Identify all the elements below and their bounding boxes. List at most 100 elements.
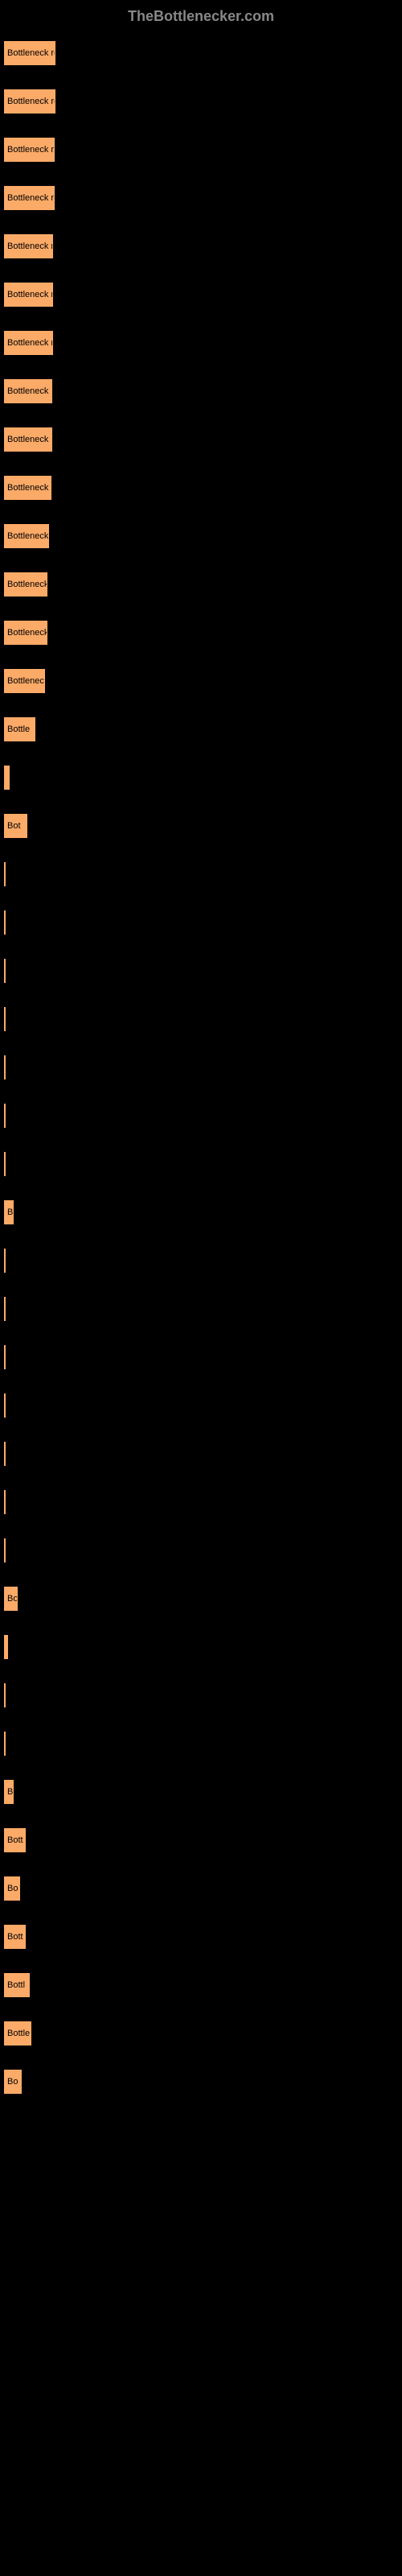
bar-label: Bottleneck r: [7, 483, 51, 493]
bar-row: Bottleneck: [4, 613, 398, 653]
bar-row: [4, 1482, 398, 1522]
bar-row: [4, 999, 398, 1039]
bar-label: Bo: [7, 2077, 18, 2087]
chart-bar: [4, 766, 10, 790]
bar-row: Bo: [4, 1579, 398, 1619]
chart-bar: Bot: [4, 814, 27, 838]
chart-bar: [4, 1297, 6, 1321]
bar-row: Bo: [4, 1868, 398, 1909]
chart-bar: [4, 910, 6, 935]
bar-label: Bottleneck re: [7, 193, 55, 203]
bar-row: Bottleneck res: [4, 33, 398, 73]
bar-row: Bottleneck r: [4, 468, 398, 508]
bar-row: Bottlenec: [4, 661, 398, 701]
bar-row: Bo: [4, 2062, 398, 2102]
chart-bar: [4, 1152, 6, 1176]
bar-row: Bott: [4, 1820, 398, 1860]
chart-bar: Bo: [4, 1587, 18, 1611]
bar-label: Bottleneck: [7, 531, 48, 541]
chart-bar: [4, 1007, 6, 1031]
bar-row: Bottleneck re: [4, 371, 398, 411]
bar-label: Bottleneck re: [7, 145, 55, 155]
chart-bar: Bo: [4, 1876, 20, 1901]
chart-bar: [4, 1635, 8, 1659]
bar-label: Bott: [7, 1932, 23, 1942]
bar-row: [4, 1096, 398, 1136]
chart-bar: Bottl: [4, 1973, 30, 1997]
chart-bar: Bottleneck re: [4, 379, 52, 403]
chart-bar: [4, 1442, 6, 1466]
bar-row: [4, 1144, 398, 1184]
chart-bar: [4, 1393, 6, 1418]
chart-bar: Bottleneck: [4, 524, 49, 548]
bar-row: Bottleneck re: [4, 178, 398, 218]
chart-bar: Bottleneck r: [4, 427, 52, 452]
chart-bar: Bottleneck re: [4, 186, 55, 210]
bar-label: B: [7, 1208, 13, 1217]
bar-row: Bottleneck: [4, 516, 398, 556]
chart-bar: B: [4, 1200, 14, 1224]
bar-row: [4, 1434, 398, 1474]
bar-label: Bottleneck re: [7, 386, 52, 396]
bar-row: [4, 1530, 398, 1571]
chart-bar: Bottleneck r: [4, 476, 51, 500]
bar-label: Bottleneck: [7, 628, 47, 638]
bar-row: [4, 902, 398, 943]
chart-bar: Bottle: [4, 717, 35, 741]
bar-label: Bott: [7, 1835, 23, 1845]
chart-bar: Bottleneck: [4, 621, 47, 645]
bar-row: Bottleneck re: [4, 226, 398, 266]
bar-row: B: [4, 1192, 398, 1232]
chart-bar: Bottleneck re: [4, 234, 53, 258]
bar-label: Bot: [7, 821, 21, 831]
chart-bar: B: [4, 1780, 14, 1804]
bar-row: [4, 1289, 398, 1329]
bar-row: Bott: [4, 1917, 398, 1957]
bar-chart: Bottleneck res Bottleneck res Bottleneck r…: [0, 33, 402, 2102]
chart-bar: [4, 1345, 6, 1369]
bar-row: Bottle: [4, 709, 398, 749]
chart-bar: Bottleneck res: [4, 89, 55, 114]
bar-row: [4, 1627, 398, 1667]
bar-label: Bottleneck res: [7, 48, 55, 58]
chart-bar: [4, 1104, 6, 1128]
bar-label: Bottle: [7, 724, 30, 734]
bar-row: [4, 854, 398, 894]
chart-bar: Bottleneck re: [4, 138, 55, 162]
bar-label: Bottleneck res: [7, 97, 55, 106]
bar-label: Bottl: [7, 1980, 25, 1990]
chart-bar: Bo: [4, 2070, 22, 2094]
bar-row: Bottle: [4, 2013, 398, 2054]
bar-row: Bot: [4, 806, 398, 846]
bar-row: Bottleneck res: [4, 81, 398, 122]
bar-label: Bottleneck re: [7, 290, 53, 299]
bar-row: Bottleneck: [4, 564, 398, 605]
chart-bar: [4, 1490, 6, 1514]
bar-row: [4, 1337, 398, 1377]
bar-row: [4, 1675, 398, 1715]
bar-label: Bo: [7, 1884, 18, 1893]
chart-bar: [4, 1538, 6, 1563]
bar-row: Bottleneck re: [4, 130, 398, 170]
chart-bar: [4, 1055, 6, 1080]
bar-row: [4, 1047, 398, 1088]
chart-bar: Bottleneck re: [4, 283, 53, 307]
bar-label: Bottleneck: [7, 580, 47, 589]
bar-row: [4, 1724, 398, 1764]
bar-row: Bottleneck r: [4, 419, 398, 460]
chart-bar: Bott: [4, 1828, 26, 1852]
chart-bar: [4, 1732, 6, 1756]
site-header: TheBottlenecker.com: [0, 0, 402, 33]
bar-label: Bo: [7, 1594, 18, 1604]
chart-bar: Bottle: [4, 2021, 31, 2046]
bar-row: Bottleneck re: [4, 323, 398, 363]
bar-label: B: [7, 1787, 13, 1797]
bar-row: B: [4, 1772, 398, 1812]
bar-label: Bottleneck re: [7, 242, 53, 251]
bar-label: Bottle: [7, 2029, 30, 2038]
chart-bar: Bott: [4, 1925, 26, 1949]
chart-bar: Bottleneck re: [4, 331, 53, 355]
bar-label: Bottleneck re: [7, 338, 53, 348]
chart-bar: Bottleneck: [4, 572, 47, 597]
bar-row: Bottleneck re: [4, 275, 398, 315]
